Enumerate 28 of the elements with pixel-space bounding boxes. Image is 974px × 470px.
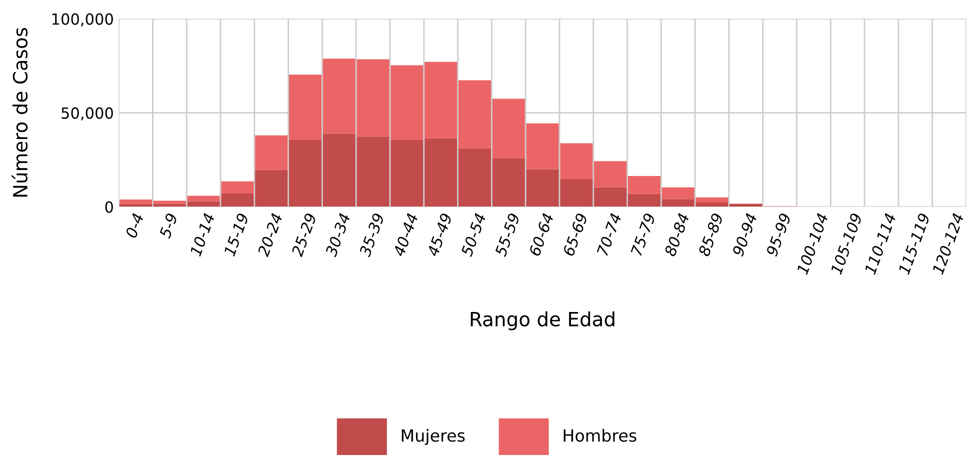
x-tick-label: 20-24 <box>257 212 283 258</box>
x-tick-label: 40-44 <box>392 212 418 258</box>
x-tick-label: 55-59 <box>494 212 520 258</box>
x-tick-label: 70-74 <box>596 212 622 256</box>
x-tick-label: 25-29 <box>290 212 317 258</box>
y-tick-label: 50,000 <box>62 107 113 120</box>
x-tick-label: 75-79 <box>630 212 656 256</box>
x-tick-label: 85-89 <box>698 212 724 257</box>
x-tick-label: 80-84 <box>664 212 690 257</box>
x-tick-label: 15-19 <box>223 212 249 257</box>
x-tick-label: 30-34 <box>324 212 351 258</box>
x-tick-label: 50-54 <box>460 212 486 258</box>
x-tick-label: 0-4 <box>125 212 144 238</box>
bar <box>221 181 254 194</box>
x-tick-label: 35-39 <box>358 212 384 258</box>
legend-label: Hombres <box>564 428 636 442</box>
x-tick-label: 45-49 <box>426 212 452 258</box>
y-tick-label: 0 <box>105 201 113 213</box>
y-tick-label: 100,000 <box>52 13 113 26</box>
y-axis-title: Número de Casos <box>12 28 28 197</box>
x-tick-label: 10-14 <box>190 212 215 257</box>
x-tick-label: 95-99 <box>766 212 792 257</box>
x-tick-label: 65-69 <box>562 212 588 257</box>
x-axis-title: Rango de Edad <box>470 311 614 330</box>
x-tick-label: 90-94 <box>732 212 758 257</box>
x-tick-label: 60-64 <box>528 212 554 257</box>
legend-label: Mujeres <box>402 428 465 446</box>
x-tick-label: 5-9 <box>158 212 178 239</box>
